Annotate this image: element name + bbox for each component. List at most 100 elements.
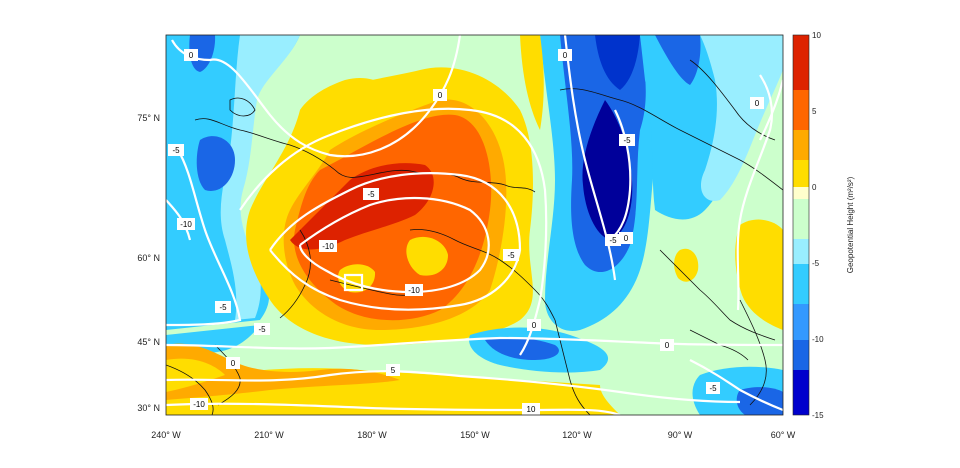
colorbar-amber bbox=[793, 130, 809, 160]
colorbar-yellow bbox=[793, 160, 809, 187]
contour-label-text: 0 bbox=[438, 91, 443, 100]
colorbar-tick: 5 bbox=[812, 107, 817, 116]
contour-label: -5 bbox=[168, 144, 184, 156]
filled-contours bbox=[166, 35, 783, 415]
contour-label-text: 0 bbox=[624, 234, 629, 243]
contour-label: -10 bbox=[319, 240, 337, 252]
west-blue-north bbox=[189, 35, 216, 72]
y-tick-label: 75° N bbox=[137, 113, 160, 123]
east-blue bbox=[655, 35, 701, 85]
x-tick-label: 120° W bbox=[562, 430, 592, 440]
coast-japan bbox=[214, 344, 241, 406]
contour-label-text: 0 bbox=[755, 99, 760, 108]
trough-navy-top bbox=[595, 35, 640, 90]
colorbar-red bbox=[793, 35, 809, 90]
ridge-inner-yellow-2 bbox=[338, 264, 376, 293]
contour-label-text: -5 bbox=[172, 146, 180, 155]
coast-kamchatka bbox=[279, 229, 311, 319]
contour-label: -10 bbox=[190, 398, 208, 410]
coast-islands-north bbox=[229, 97, 256, 117]
contour-label-text: 0 bbox=[563, 51, 568, 60]
contour-label-text: -5 bbox=[219, 303, 227, 312]
contour-label-text: -10 bbox=[193, 400, 205, 409]
contour-label-text: -5 bbox=[507, 251, 515, 260]
coastlines bbox=[166, 59, 783, 415]
contour-label-text: 5 bbox=[391, 366, 396, 375]
contour-label: 0 bbox=[226, 357, 240, 369]
west-light-cyan bbox=[220, 35, 300, 320]
contour-label: 0 bbox=[558, 49, 572, 61]
contour-label: -5 bbox=[254, 323, 270, 335]
contour-0-east bbox=[736, 74, 774, 311]
colorbar-tick: -5 bbox=[812, 259, 820, 268]
contour-labels: 0 0 0 0 -5 -10 -5 -10 -5 -10 -5 -5 0 0 5… bbox=[168, 49, 764, 415]
colorbar-sky bbox=[793, 304, 809, 340]
plot-frame bbox=[165, 34, 784, 416]
x-tick-label: 210° W bbox=[254, 430, 284, 440]
contour-label: -10 bbox=[405, 284, 423, 296]
contour-label-text: -5 bbox=[609, 236, 617, 245]
contour-neg10-ridge bbox=[298, 196, 490, 294]
east-yellow-blob bbox=[735, 219, 783, 330]
x-tick-label: 240° W bbox=[151, 430, 181, 440]
line-contours bbox=[166, 35, 783, 415]
contour-label-text: -5 bbox=[258, 325, 266, 334]
colorbar-tick: -10 bbox=[812, 335, 824, 344]
contour-neg5-west bbox=[166, 149, 242, 327]
x-tick-label: 60° W bbox=[771, 430, 796, 440]
y-axis: 75° N 60° N 45° N 30° N bbox=[137, 113, 160, 413]
contour-label: -5 bbox=[619, 134, 635, 146]
contour-neg10-west bbox=[166, 199, 192, 241]
contour-label: 0 bbox=[619, 232, 633, 244]
contour-label: -5 bbox=[363, 188, 379, 200]
contour-label-text: 10 bbox=[527, 405, 536, 414]
coast-asia-east bbox=[166, 364, 214, 415]
contour-label-text: -5 bbox=[623, 136, 631, 145]
contour-label: 0 bbox=[184, 49, 198, 61]
south-blue-band bbox=[485, 337, 559, 360]
contour-label-text: 0 bbox=[189, 51, 194, 60]
colorbar-label: Geopotential Height (m²/s²) bbox=[846, 176, 855, 273]
contour-label: -5 bbox=[503, 249, 519, 261]
x-tick-label: 90° W bbox=[668, 430, 693, 440]
y-tick-label: 30° N bbox=[137, 403, 160, 413]
coast-greenland bbox=[689, 59, 776, 141]
y-tick-label: 60° N bbox=[137, 253, 160, 263]
coast-canada-arctic bbox=[559, 88, 783, 191]
colorbar-light-cyan bbox=[793, 239, 809, 264]
colorbar-pale-yellow bbox=[793, 187, 809, 199]
x-tick-label: 180° W bbox=[357, 430, 387, 440]
contour-label-text: 0 bbox=[532, 321, 537, 330]
contour-label-text: 0 bbox=[665, 341, 670, 350]
south-orange-band bbox=[166, 343, 400, 400]
contour-10-south bbox=[166, 402, 621, 415]
contour-label: -10 bbox=[177, 218, 195, 230]
contour-label: 0 bbox=[750, 97, 764, 109]
south-green-gap bbox=[600, 382, 690, 415]
contour-0-west bbox=[171, 35, 462, 158]
colorbar-frame bbox=[792, 34, 810, 416]
colorbar-tick: 0 bbox=[812, 183, 817, 192]
x-tick-label: 150° W bbox=[460, 430, 490, 440]
contour-5-south bbox=[166, 370, 741, 404]
contour-0-south bbox=[166, 336, 783, 350]
contour-label-text: -5 bbox=[709, 384, 717, 393]
y-tick-label: 45° N bbox=[137, 337, 160, 347]
colorbar: 10 5 0 -5 -10 -15 Geopotential Height (m… bbox=[792, 31, 855, 420]
colorbar-cyan bbox=[793, 264, 809, 304]
contour-label-text: -10 bbox=[408, 286, 420, 295]
contour-neg5-ridge bbox=[269, 172, 522, 311]
coast-alaska bbox=[409, 229, 556, 321]
contour-0-east-edge bbox=[759, 79, 783, 141]
contour-label: 0 bbox=[433, 89, 447, 101]
coast-siberia bbox=[194, 118, 536, 193]
colorbar-tick: 10 bbox=[812, 31, 821, 40]
contour-label: -5 bbox=[215, 301, 231, 313]
contour-0-ridge-outer bbox=[239, 107, 548, 356]
contour-label: -5 bbox=[706, 382, 720, 394]
contour-label-text: -10 bbox=[180, 220, 192, 229]
contour-neg5-trough bbox=[609, 109, 632, 241]
contour-inner-box bbox=[343, 273, 364, 292]
contour-label-text: 0 bbox=[231, 359, 236, 368]
